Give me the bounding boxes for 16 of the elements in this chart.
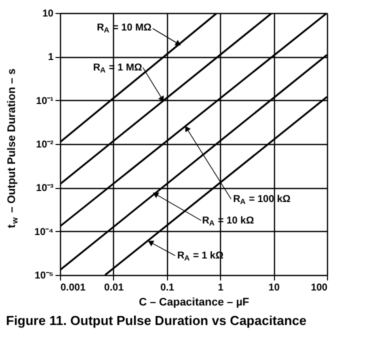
y-tick-label: 10⁻⁴ <box>34 226 54 238</box>
x-tick-label: 100 <box>310 282 328 294</box>
y-tick-label: 10 <box>42 8 54 20</box>
y-tick-label: 10⁻² <box>36 140 54 150</box>
y-tick-label: 10⁻⁵ <box>34 270 54 282</box>
y-tick-label: 10⁻¹ <box>36 96 54 107</box>
x-tick-label: 1 <box>218 282 224 294</box>
x-tick-label: 0.01 <box>104 282 124 294</box>
x-tick-label: 0.1 <box>160 282 175 294</box>
text: Figure 11. Output Pulse Duration vs Capacitance <box>6 313 307 328</box>
y-tick-label: 1 <box>48 52 54 64</box>
x-tick-label: 0.001 <box>60 282 86 294</box>
x-tick-label: 10 <box>268 282 280 294</box>
y-axis-title: tw – Output Pulse Duration – s <box>6 68 20 228</box>
x-axis-title: C – Capacitance – µF <box>138 296 250 308</box>
y-tick-label: 10⁻³ <box>36 183 54 194</box>
